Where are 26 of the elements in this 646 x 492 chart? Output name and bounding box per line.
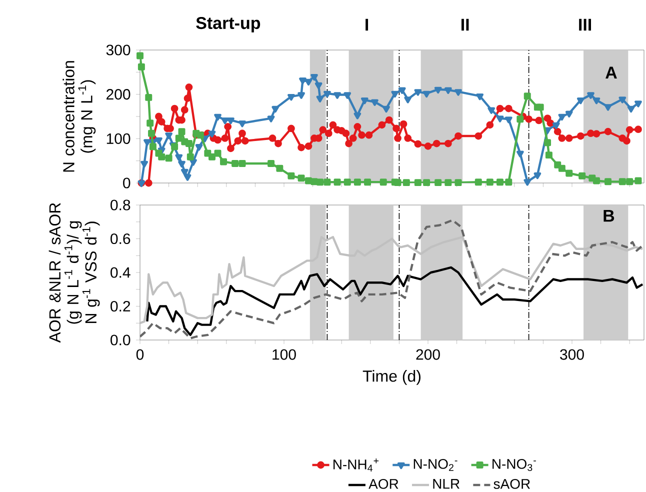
legend-label: N-NH$_{4}$+ (334, 458, 379, 472)
legend-label: N-NO$_{3}$- (492, 458, 536, 472)
y-tick-label: 100 (106, 133, 130, 144)
legend-label: AOR (368, 478, 398, 489)
y-tick-label: 0.4 (110, 267, 130, 278)
text: I (366, 18, 368, 31)
y-tick-label: 0 (123, 178, 130, 188)
y-tick-label: 0.2 (110, 300, 130, 312)
x-tick-label: 200 (416, 349, 440, 360)
legend-label: sAOR (494, 478, 530, 489)
text: III (579, 18, 591, 31)
x-axis-title: Time (d) (362, 370, 420, 385)
x-tick-label: 0 (136, 349, 144, 360)
annotation: B (604, 210, 614, 222)
text: Start-up (196, 17, 260, 32)
y-tick-label: 300 (106, 44, 130, 56)
y-tick-label: 0.8 (110, 200, 130, 210)
y-tick-label: 200 (106, 89, 130, 100)
annotation: A (606, 66, 617, 78)
y-tick-label: 0.0 (110, 334, 130, 346)
legend-label: NLR (433, 479, 460, 489)
x-tick-label: 100 (272, 349, 296, 360)
y-tick-label: 0.6 (110, 233, 130, 244)
text: II (462, 18, 469, 31)
x-tick-label: 300 (560, 349, 584, 360)
legend-label: N-NO$_{2}$- (414, 458, 458, 471)
